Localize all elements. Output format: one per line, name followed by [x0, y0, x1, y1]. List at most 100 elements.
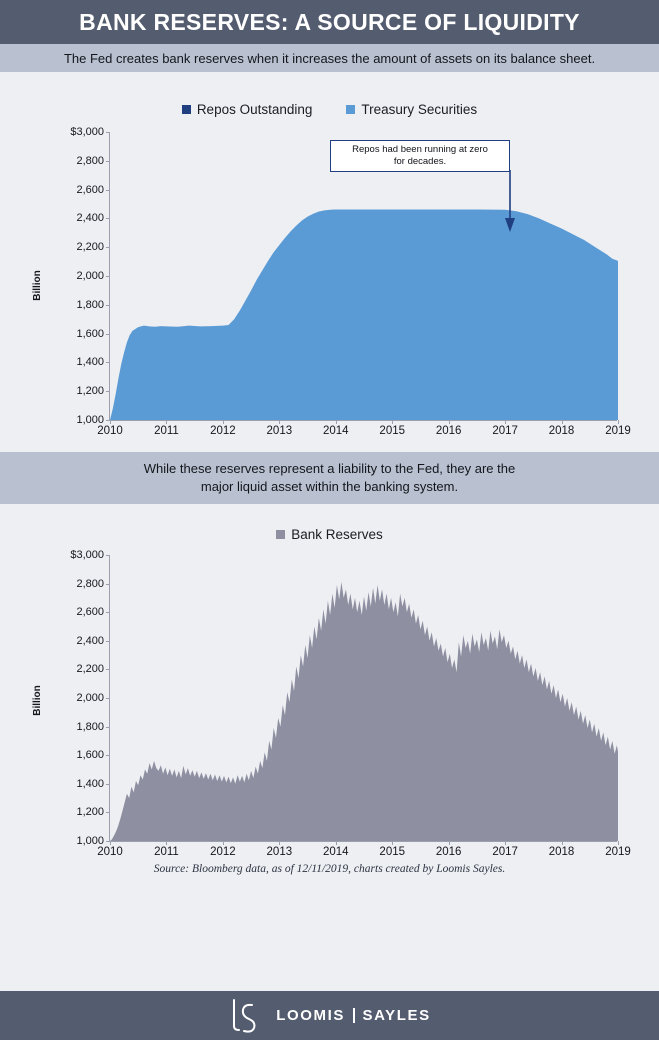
y-tick-label: 2,800 — [76, 154, 104, 167]
source-note: Source: Bloomberg data, as of 12/11/2019… — [153, 863, 506, 875]
x-tick-mark — [618, 841, 619, 845]
y-tick-label: $3,000 — [70, 549, 104, 561]
x-tick-label: 2018 — [548, 846, 575, 858]
y-tick-mark — [106, 276, 110, 277]
x-tick-mark — [448, 420, 450, 424]
legend-item-bank-reserves: Bank Reserves — [276, 527, 383, 542]
subtitle-text: The Fed creates bank reserves when it in… — [63, 50, 596, 66]
y-tick-mark — [106, 783, 110, 785]
y-tick-mark — [106, 160, 110, 162]
y-tick-label: 1,800 — [76, 720, 104, 733]
y-axis-line-chart2 — [109, 555, 110, 841]
y-tick-mark — [106, 420, 110, 421]
x-tick-mark — [110, 420, 111, 424]
x-tick-mark — [279, 841, 281, 845]
legend-label-repos: Repos Outstanding — [196, 101, 313, 117]
x-tick-label: 2015 — [379, 425, 406, 437]
y-tick-mark — [106, 333, 110, 335]
chart1-series-svg — [110, 209, 618, 420]
loomis-sayles-wordmark: LOOMIS SAYLES — [276, 1007, 431, 1024]
y-tick-label: $3,000 — [70, 126, 104, 138]
annotation-callout: Repos had been running at zero for decad… — [330, 140, 510, 172]
legend-chart1: Repos Outstanding Treasury Securities — [0, 96, 659, 122]
mid-band-line-2: major liquid asset within the banking sy… — [200, 479, 459, 494]
x-tick-label: 2016 — [435, 425, 462, 437]
logo-divider — [353, 1008, 355, 1023]
x-tick-mark — [166, 420, 168, 424]
x-tick-label: 2016 — [435, 846, 462, 858]
y-tick-mark — [106, 726, 110, 728]
header-band: BANK RESERVES: A SOURCE OF LIQUIDITY — [0, 0, 659, 44]
y-tick-label: 1,000 — [76, 835, 104, 847]
y-tick-label: 2,000 — [76, 270, 104, 282]
logo-text-loomis: LOOMIS — [276, 1007, 345, 1024]
footer-band: LOOMIS SAYLES — [0, 991, 659, 1040]
logo-text-sayles: SAYLES — [362, 1007, 431, 1024]
y-tick-label: 2,800 — [76, 577, 104, 590]
x-tick-mark — [222, 841, 224, 845]
y-tick-label: 1,400 — [76, 356, 104, 369]
y-tick-label: 2,400 — [76, 634, 104, 647]
y-tick-mark — [106, 555, 110, 556]
y-tick-label: 2,400 — [76, 212, 104, 225]
x-tick-mark — [279, 420, 281, 424]
y-tick-label: 2,600 — [76, 183, 104, 196]
legend-label-bank-reserves: Bank Reserves — [291, 526, 383, 542]
x-tick-mark — [110, 841, 111, 845]
legend-label-treasury: Treasury Securities — [361, 101, 478, 117]
y-tick-label: 1,600 — [76, 749, 104, 762]
y-tick-mark — [106, 755, 110, 757]
y-tick-label: 1,800 — [76, 298, 104, 311]
loomis-sayles-monogram-icon — [233, 998, 256, 1033]
subtitle-band: The Fed creates bank reserves when it in… — [0, 44, 659, 72]
x-tick-mark — [561, 420, 563, 424]
legend-item-repos: Repos Outstanding — [181, 101, 313, 117]
y-tick-label: 2,600 — [76, 606, 104, 619]
plot-area-chart1: Billion $3,000 2,800 2,600 2,400 2,200 2,000 1… — [0, 122, 659, 452]
y-axis-line-chart1 — [109, 132, 110, 420]
y-tick-label: 1,200 — [76, 806, 104, 819]
legend-swatch-treasury-icon — [346, 104, 356, 114]
page-title: BANK RESERVES: A SOURCE OF LIQUIDITY — [79, 8, 580, 35]
x-tick-label: 2012 — [210, 425, 236, 437]
annotation-line-1: Repos had been running at zero — [352, 144, 488, 156]
x-tick-label: 2014 — [322, 425, 349, 437]
legend-chart2: Bank Reserves — [0, 521, 659, 547]
chart-bank-reserves: Bank Reserves Billion $3,000 2,800 2,600 2,… — [0, 504, 659, 859]
y-tick-mark — [106, 247, 110, 249]
y-tick-mark — [106, 640, 110, 642]
y-tick-mark — [106, 189, 110, 191]
x-tick-label: 2019 — [605, 846, 631, 858]
area-bank-reserves — [110, 582, 618, 841]
x-tick-mark — [392, 841, 394, 845]
legend-item-treasury: Treasury Securities — [346, 102, 477, 117]
x-tick-label: 2012 — [210, 846, 236, 858]
x-tick-mark — [561, 841, 563, 845]
x-tick-label: 2018 — [548, 425, 575, 437]
y-tick-label: 1,200 — [76, 385, 104, 398]
chart2-series-svg — [110, 582, 618, 841]
annotation-arrow-icon — [505, 170, 515, 232]
chart-fed-balance-sheet: Repos Outstanding Treasury Securities Bi… — [0, 72, 659, 452]
x-tick-label: 2017 — [492, 846, 518, 858]
x-tick-mark — [448, 841, 450, 845]
x-tick-mark — [335, 420, 337, 424]
legend-swatch-bank-reserves-icon — [276, 529, 286, 539]
y-tick-label: 1,600 — [76, 327, 104, 340]
legend-swatch-repos-icon — [181, 104, 191, 114]
area-treasury-securities — [110, 209, 618, 420]
x-axis-line-chart1 — [109, 420, 617, 421]
y-tick-mark — [106, 812, 110, 814]
x-tick-label: 2013 — [266, 425, 293, 437]
x-tick-label: 2010 — [97, 425, 123, 437]
y-tick-mark — [106, 391, 110, 393]
y-tick-mark — [106, 841, 110, 842]
x-tick-label: 2014 — [322, 846, 349, 858]
x-tick-label: 2010 — [97, 846, 123, 858]
x-tick-label: 2015 — [379, 846, 406, 858]
y-tick-mark — [106, 669, 110, 671]
x-tick-mark — [166, 841, 168, 845]
y-tick-mark — [106, 362, 110, 364]
x-tick-label: 2013 — [266, 846, 293, 858]
mid-band-line-1: While these reserves represent a liabili… — [143, 461, 516, 477]
